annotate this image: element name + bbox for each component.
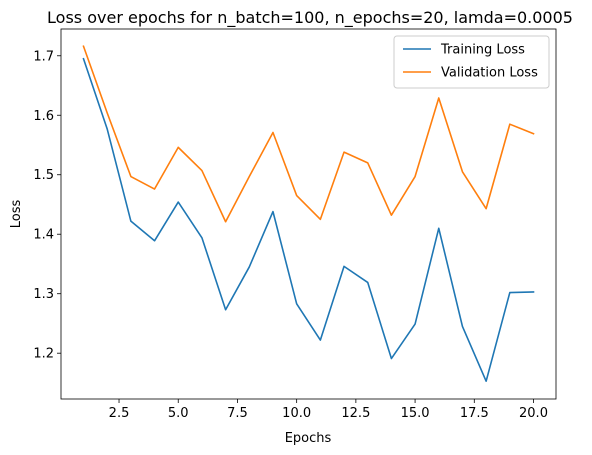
x-tick-label: 7.5	[227, 406, 248, 421]
legend-box	[393, 35, 550, 89]
x-tick-label: 5.0	[168, 406, 189, 421]
x-tick-label: 12.5	[341, 406, 370, 421]
x-axis: 2.5 5.0 7.5 10.0 12.5 15.0 17.5 20.0	[109, 399, 548, 421]
y-axis: 1.2 1.3 1.4 1.5 1.6 1.7	[33, 49, 61, 362]
plot-frame	[60, 28, 557, 400]
x-tick-label: 10.0	[282, 406, 311, 421]
y-tick-label: 1.2	[33, 347, 54, 362]
y-tick-label: 1.3	[33, 287, 54, 302]
training-loss-line	[82, 57, 535, 382]
y-tick-label: 1.4	[33, 228, 54, 243]
legend-label-training-loss: Training Loss	[440, 43, 525, 58]
validation-loss-line	[82, 45, 535, 223]
legend: Training Loss Validation Loss	[393, 35, 550, 89]
x-tick-label: 2.5	[109, 406, 130, 421]
y-tick-label: 1.7	[33, 49, 54, 64]
x-tick-label: 17.5	[460, 406, 489, 421]
y-axis-label: Loss	[9, 200, 24, 229]
chart-title: Loss over epochs for n_batch=100, n_epoc…	[47, 8, 573, 28]
series-layer	[82, 45, 535, 382]
plot-area	[60, 28, 557, 400]
x-tick-label: 15.0	[401, 406, 430, 421]
y-tick-label: 1.5	[33, 168, 54, 183]
y-tick-label: 1.6	[33, 109, 54, 124]
x-axis-label: Epochs	[285, 431, 332, 446]
x-tick-label: 20.0	[519, 406, 548, 421]
legend-label-validation-loss: Validation Loss	[441, 66, 538, 81]
